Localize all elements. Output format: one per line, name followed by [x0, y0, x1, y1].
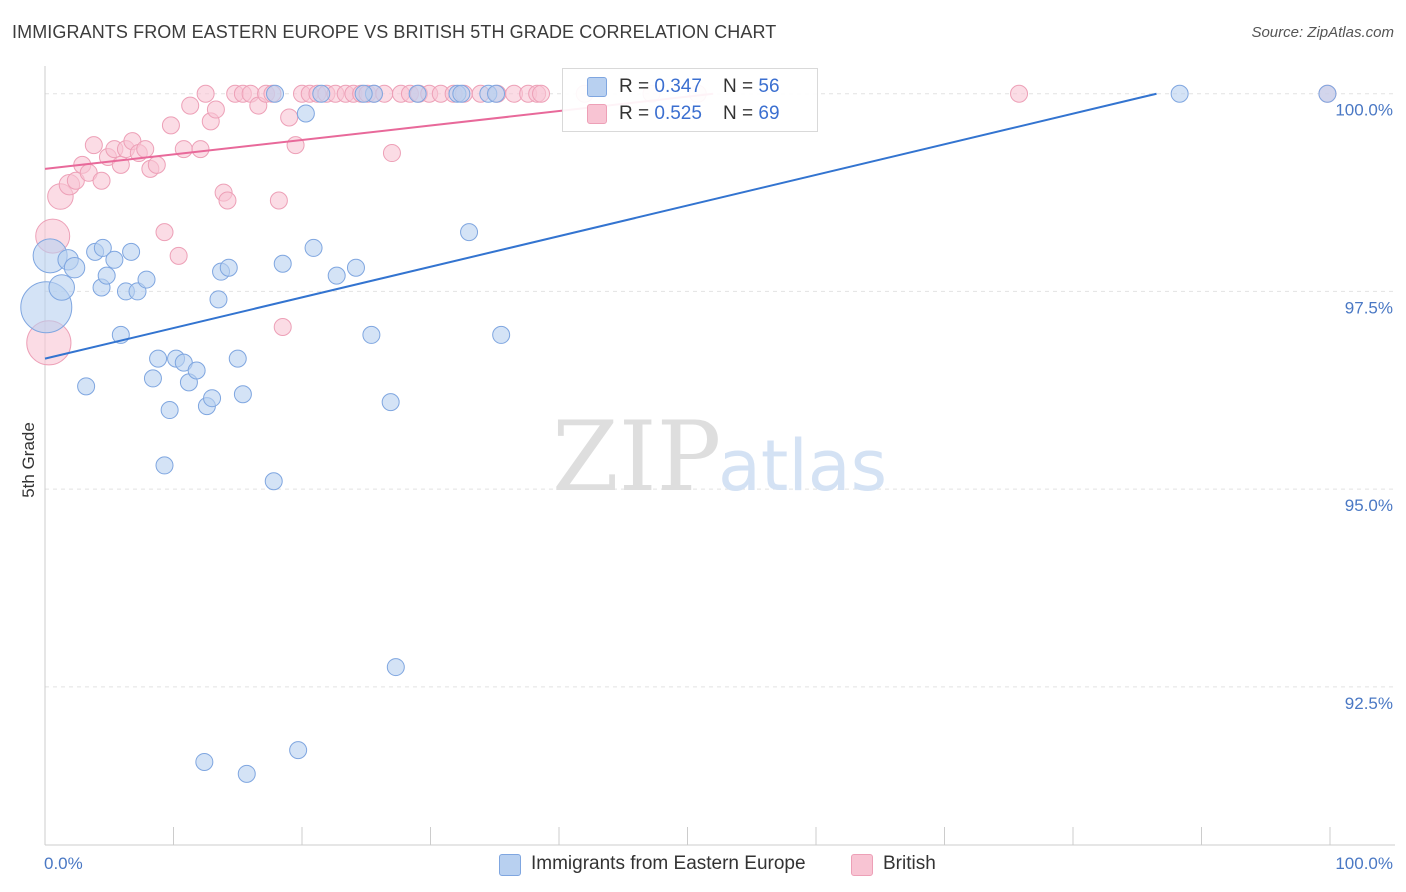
eastern-europe-point: [174, 353, 193, 372]
eastern-europe-point: [492, 325, 511, 344]
british-point: [174, 140, 193, 159]
british-point: [280, 108, 299, 127]
british-point: [136, 140, 155, 159]
watermark-zip: ZIP: [552, 401, 721, 513]
eastern-europe-point: [187, 361, 206, 380]
british-point: [196, 84, 215, 103]
watermark-atlas: atlas: [718, 425, 887, 507]
british-point: [218, 191, 237, 210]
eastern-europe-points: [20, 84, 1337, 783]
eastern-europe-point: [273, 254, 292, 273]
eastern-europe-point: [264, 472, 283, 491]
eastern-europe-point: [289, 741, 308, 760]
eastern-europe-point: [143, 369, 162, 388]
eastern-europe-point: [354, 84, 373, 103]
eastern-europe-point: [362, 325, 381, 344]
x-tick-labels: 0.0% 100.0%: [44, 854, 1393, 873]
eastern-europe-point: [63, 257, 86, 279]
legend-label-eastern-europe: Immigrants from Eastern Europe: [531, 853, 806, 874]
eastern-europe-point: [155, 456, 174, 475]
eastern-europe-point: [203, 389, 222, 408]
british-point: [84, 136, 103, 155]
eastern-europe-point: [93, 238, 112, 257]
y-axis-label: 5th Grade: [19, 422, 38, 498]
eastern-europe-point: [209, 290, 228, 309]
eastern-europe-point: [1170, 84, 1189, 103]
eastern-europe-point: [296, 104, 315, 123]
y-tick-label: 92.5%: [1345, 694, 1393, 713]
eastern-europe-point: [312, 84, 331, 103]
british-point: [169, 246, 188, 265]
legend-n-value: 69: [758, 103, 780, 124]
eastern-europe-point: [122, 242, 141, 261]
legend-swatch-eastern-europe: [499, 854, 521, 876]
eastern-europe-point: [381, 393, 400, 412]
eastern-europe-point: [105, 250, 124, 269]
legend-label-british: British: [883, 853, 936, 874]
british-point: [147, 155, 166, 174]
eastern-europe-point: [327, 266, 346, 285]
eastern-europe-point: [408, 84, 427, 103]
eastern-europe-point: [77, 377, 96, 396]
british-point: [191, 140, 210, 159]
eastern-europe-point: [48, 274, 75, 301]
eastern-europe-point: [233, 385, 252, 404]
eastern-europe-point: [346, 258, 365, 277]
legend-r-label: R =: [619, 76, 655, 97]
x-tick-label-max: 100.0%: [1335, 854, 1393, 873]
y-tick-label: 97.5%: [1345, 298, 1393, 317]
eastern-europe-point: [149, 349, 168, 368]
eastern-europe-point: [195, 752, 214, 771]
eastern-europe-trend-line: [44, 92, 1157, 360]
eastern-europe-point: [487, 84, 506, 103]
trend-lines: [44, 92, 1157, 360]
british-point: [269, 191, 288, 210]
y-tick-label: 100.0%: [1335, 101, 1393, 120]
legend-n-label: N =: [723, 103, 759, 124]
eastern-europe-point: [460, 223, 479, 242]
eastern-europe-point: [304, 238, 323, 257]
british-point: [161, 116, 180, 135]
british-point: [1010, 84, 1029, 103]
legend-swatch-british: [587, 104, 607, 124]
british-point: [532, 84, 551, 103]
legend-swatch-eastern-europe: [587, 77, 607, 97]
legend-n-value: 56: [758, 76, 780, 97]
eastern-europe-point: [1318, 84, 1337, 103]
british-point: [206, 100, 225, 119]
y-tick-labels: 92.5% 95.0% 97.5% 100.0%: [1335, 101, 1393, 713]
axes: [44, 66, 1395, 846]
british-point: [92, 171, 111, 190]
eastern-europe-point: [386, 658, 405, 677]
x-tick-label-min: 0.0%: [44, 854, 83, 873]
source-label: Source: ZipAtlas.com: [1251, 24, 1394, 41]
british-point: [155, 223, 174, 242]
legend-swatch-british: [851, 854, 873, 876]
legend-r-value: 0.525: [654, 103, 702, 124]
eastern-europe-point: [237, 764, 256, 783]
eastern-europe-point: [452, 84, 471, 103]
legend-n-label: N =: [723, 76, 759, 97]
chart-title: IMMIGRANTS FROM EASTERN EUROPE VS BRITIS…: [12, 22, 777, 42]
eastern-europe-point: [160, 401, 179, 420]
eastern-europe-point: [137, 270, 156, 289]
eastern-europe-point: [266, 84, 285, 103]
british-point: [66, 171, 85, 190]
stats-legend: R = 0.347 N = 56 R = 0.525 N = 69: [562, 68, 818, 132]
eastern-europe-point: [97, 266, 116, 285]
legend-r-value: 0.347: [654, 76, 702, 97]
legend-r-label: R =: [619, 103, 655, 124]
y-tick-label: 95.0%: [1345, 496, 1393, 515]
eastern-europe-point: [219, 258, 238, 277]
british-point: [382, 144, 401, 163]
eastern-europe-point: [228, 349, 247, 368]
british-point: [273, 318, 292, 337]
british-point: [181, 96, 200, 115]
